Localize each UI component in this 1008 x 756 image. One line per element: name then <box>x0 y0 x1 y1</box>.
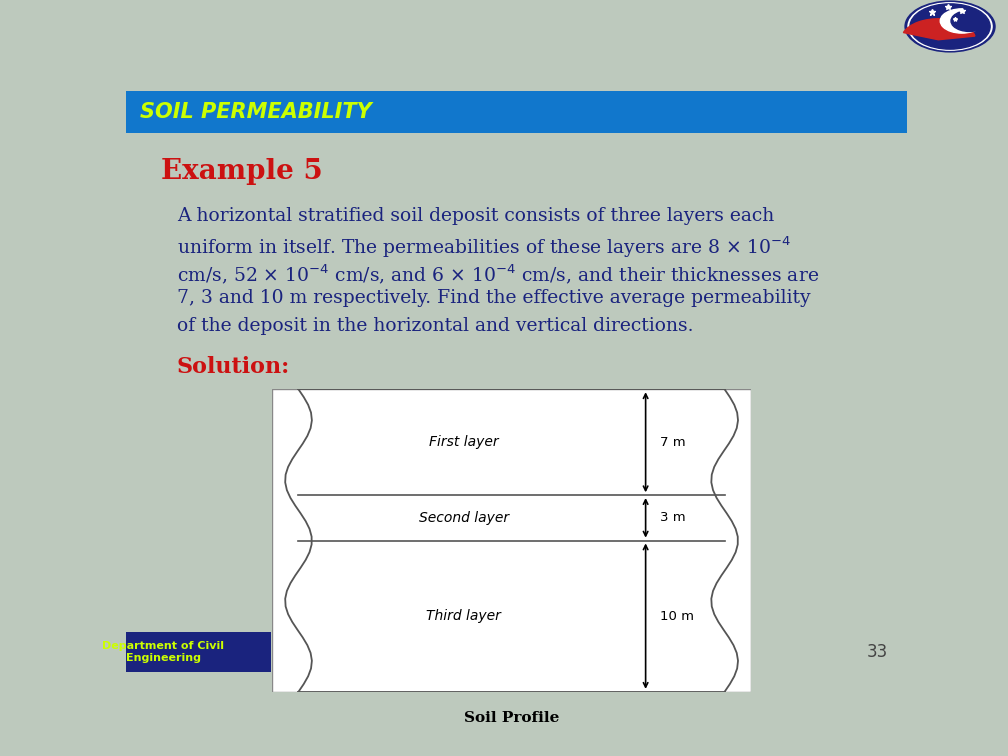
FancyBboxPatch shape <box>126 632 270 671</box>
Circle shape <box>908 3 992 50</box>
Text: Second layer: Second layer <box>418 511 509 525</box>
Text: Third layer: Third layer <box>426 609 501 623</box>
Text: 7, 3 and 10 m respectively. Find the effective average permeability: 7, 3 and 10 m respectively. Find the eff… <box>176 290 810 307</box>
Polygon shape <box>288 634 316 670</box>
Text: 7 m: 7 m <box>660 435 685 449</box>
Text: of the deposit in the horizontal and vertical directions.: of the deposit in the horizontal and ver… <box>176 317 694 335</box>
Text: SOIL PERMEABILITY: SOIL PERMEABILITY <box>140 102 372 122</box>
FancyBboxPatch shape <box>126 91 907 133</box>
Wedge shape <box>940 9 981 33</box>
Text: First layer: First layer <box>428 435 499 449</box>
Wedge shape <box>903 19 975 40</box>
Text: 33: 33 <box>867 643 888 661</box>
FancyBboxPatch shape <box>272 389 751 692</box>
Text: Solution:: Solution: <box>176 355 290 377</box>
Text: cm/s, 52 $\times$ 10$^{-4}$ cm/s, and 6 $\times$ 10$^{-4}$ cm/s, and their thick: cm/s, 52 $\times$ 10$^{-4}$ cm/s, and 6 … <box>176 262 818 286</box>
Text: Soil Profile: Soil Profile <box>464 711 559 725</box>
Text: Example 5: Example 5 <box>161 158 323 184</box>
Text: 3 m: 3 m <box>660 511 685 525</box>
Wedge shape <box>951 11 986 32</box>
Circle shape <box>905 1 995 52</box>
Polygon shape <box>274 634 301 670</box>
Text: Department of Civil
Engineering: Department of Civil Engineering <box>103 641 225 663</box>
Text: uniform in itself. The permeabilities of these layers are 8 $\times$ 10$^{-4}$: uniform in itself. The permeabilities of… <box>176 234 791 260</box>
Circle shape <box>910 4 990 49</box>
Text: A horizontal stratified soil deposit consists of three layers each: A horizontal stratified soil deposit con… <box>176 207 774 225</box>
Text: 10 m: 10 m <box>660 609 694 623</box>
